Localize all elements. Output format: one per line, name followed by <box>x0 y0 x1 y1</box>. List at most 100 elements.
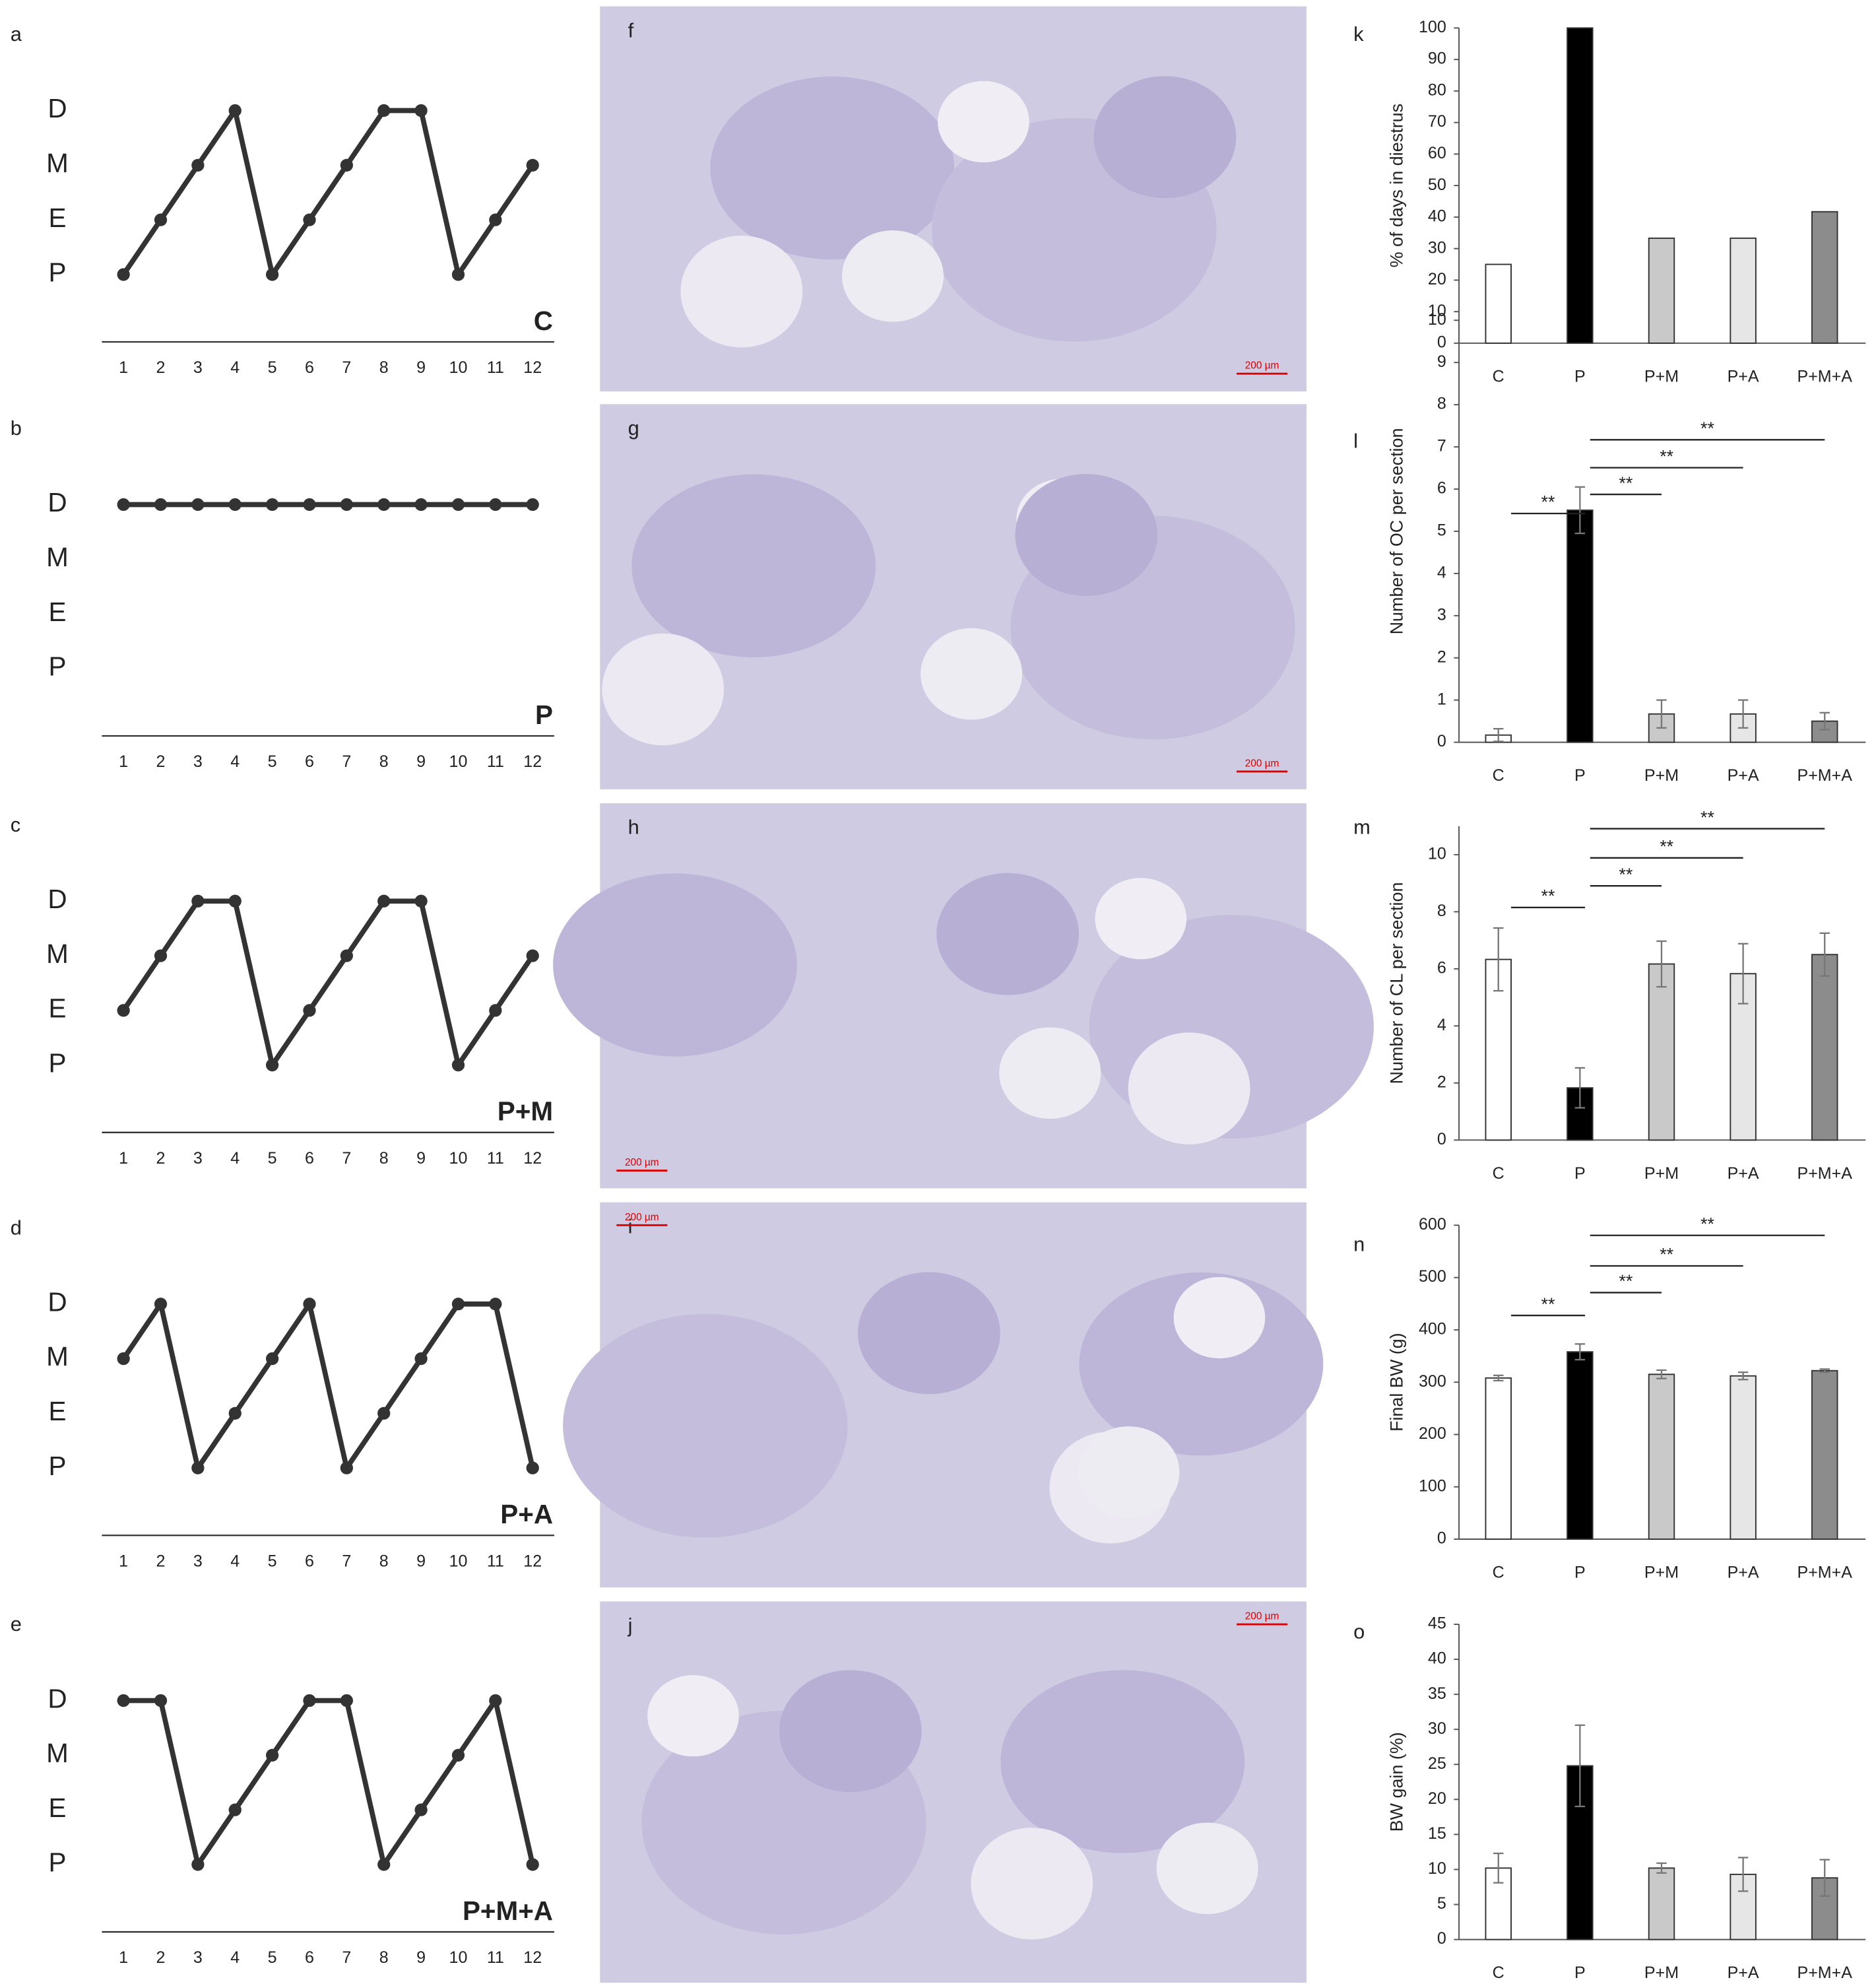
panel-label: h <box>628 816 639 839</box>
y-tick-label: 20 <box>1428 270 1446 288</box>
x-tick-label: C <box>1493 1164 1504 1183</box>
x-tick-label: P+A <box>1728 766 1759 785</box>
x-tick-label: 10 <box>449 1948 468 1967</box>
x-tick-label: 9 <box>416 358 426 377</box>
significance-label: ** <box>1660 837 1673 857</box>
significance-label: ** <box>1619 865 1633 884</box>
x-tick-label: 5 <box>268 1552 277 1570</box>
cycle-point <box>414 1352 428 1366</box>
y-tick-label: M <box>46 148 69 178</box>
tissue <box>553 873 797 1057</box>
cycle-point <box>526 158 539 172</box>
bar <box>1648 1373 1675 1540</box>
x-tick-label: 10 <box>449 358 468 377</box>
y-tick-label: P <box>49 1047 67 1078</box>
cycle-point <box>340 498 353 512</box>
y-tick-label: 25 <box>1428 1754 1446 1773</box>
y-tick-label: 20 <box>1428 1789 1446 1808</box>
x-tick-label: 1 <box>119 358 128 377</box>
x-tick-label: 4 <box>230 1948 240 1967</box>
cycle-point <box>303 213 316 226</box>
x-tick-label: 6 <box>305 752 314 771</box>
bar <box>1648 963 1675 1141</box>
error-bar <box>1574 1724 1586 1808</box>
x-tick-label: 12 <box>523 1552 542 1570</box>
tissue <box>779 1670 922 1793</box>
y-tick-label: 70 <box>1428 112 1446 131</box>
y-tick-label: 8 <box>1437 395 1446 413</box>
cycle-point <box>265 1352 279 1366</box>
y-tick-label: D <box>48 1286 67 1317</box>
x-tick-label: P+A <box>1728 1164 1759 1183</box>
error-bar <box>1493 1374 1504 1381</box>
x-tick-label: P+M <box>1644 1564 1679 1582</box>
cycle-line <box>123 1698 535 1867</box>
cycle-point <box>154 1298 168 1311</box>
tissue <box>938 81 1029 163</box>
bar <box>1648 237 1675 344</box>
y-tick-label: 500 <box>1419 1267 1446 1286</box>
error-bar <box>1737 1371 1749 1381</box>
y-axis-label: BW gain (%) <box>1387 1732 1407 1832</box>
panel-label: g <box>628 416 639 440</box>
cycle-point <box>340 949 353 962</box>
scale-label: 200 µm <box>625 1157 659 1168</box>
tissue <box>936 873 1079 995</box>
x-tick-label: C <box>1493 766 1504 785</box>
tissue <box>858 1272 1000 1395</box>
y-tick-label: 3 <box>1437 605 1446 624</box>
cycle-point <box>489 498 502 512</box>
y-tick-label: 5 <box>1437 1894 1446 1913</box>
y-tick-label: 8 <box>1437 902 1446 920</box>
x-tick-label: 3 <box>193 1552 203 1570</box>
cycle-point <box>117 268 130 281</box>
cycle-point <box>191 1461 205 1474</box>
tissue <box>999 1027 1101 1119</box>
cycle-point <box>265 1748 279 1762</box>
error-bar <box>1737 699 1749 729</box>
y-tick-label: 200 <box>1419 1424 1446 1443</box>
error-bar <box>1819 1368 1830 1373</box>
bar <box>1485 263 1512 344</box>
x-tick-label: 9 <box>416 1552 426 1570</box>
x-tick-label: 4 <box>230 1552 240 1570</box>
x-tick-label: 2 <box>156 358 166 377</box>
cycle-point <box>340 1694 353 1707</box>
significance-label: ** <box>1660 1245 1673 1265</box>
y-tick-label: 40 <box>1428 1649 1446 1668</box>
panel-label: k <box>1353 22 1364 46</box>
y-tick-label: 6 <box>1437 959 1446 977</box>
bar <box>1811 1370 1838 1540</box>
bar <box>1811 954 1838 1141</box>
error-bar <box>1574 1343 1586 1361</box>
x-tick-label: P <box>1574 1964 1586 1982</box>
cycle-point <box>451 1059 465 1072</box>
bar <box>1567 27 1594 344</box>
cycle-point <box>228 1406 242 1420</box>
scale-label: 200 µm <box>1245 758 1279 769</box>
x-tick-label: 7 <box>342 1149 351 1168</box>
panel-label: b <box>11 416 22 440</box>
x-tick-label: 5 <box>268 752 277 771</box>
bar <box>1811 211 1838 344</box>
x-tick-label: 4 <box>230 358 240 377</box>
y-tick-label: 10 <box>1428 302 1446 320</box>
cycle-point <box>340 158 353 172</box>
x-tick-label: 8 <box>379 1948 389 1967</box>
y-tick-label: 50 <box>1428 176 1446 194</box>
y-tick-label: 600 <box>1419 1215 1446 1234</box>
y-tick-label: 0 <box>1437 1529 1446 1548</box>
cycle-point <box>265 498 279 512</box>
y-tick-label: D <box>48 884 67 914</box>
y-tick-label: 30 <box>1428 238 1446 257</box>
y-tick-label: 7 <box>1437 437 1446 455</box>
x-tick-label: 5 <box>268 1948 277 1967</box>
x-tick-label: 3 <box>193 1149 203 1168</box>
cycle-point <box>340 1461 353 1474</box>
cycle-point <box>414 104 428 117</box>
x-tick-label: 9 <box>416 1948 426 1967</box>
cycle-point <box>117 1694 130 1707</box>
cycle-point <box>526 1858 539 1871</box>
x-tick-label: 11 <box>487 1149 504 1168</box>
y-tick-label: 15 <box>1428 1824 1446 1843</box>
